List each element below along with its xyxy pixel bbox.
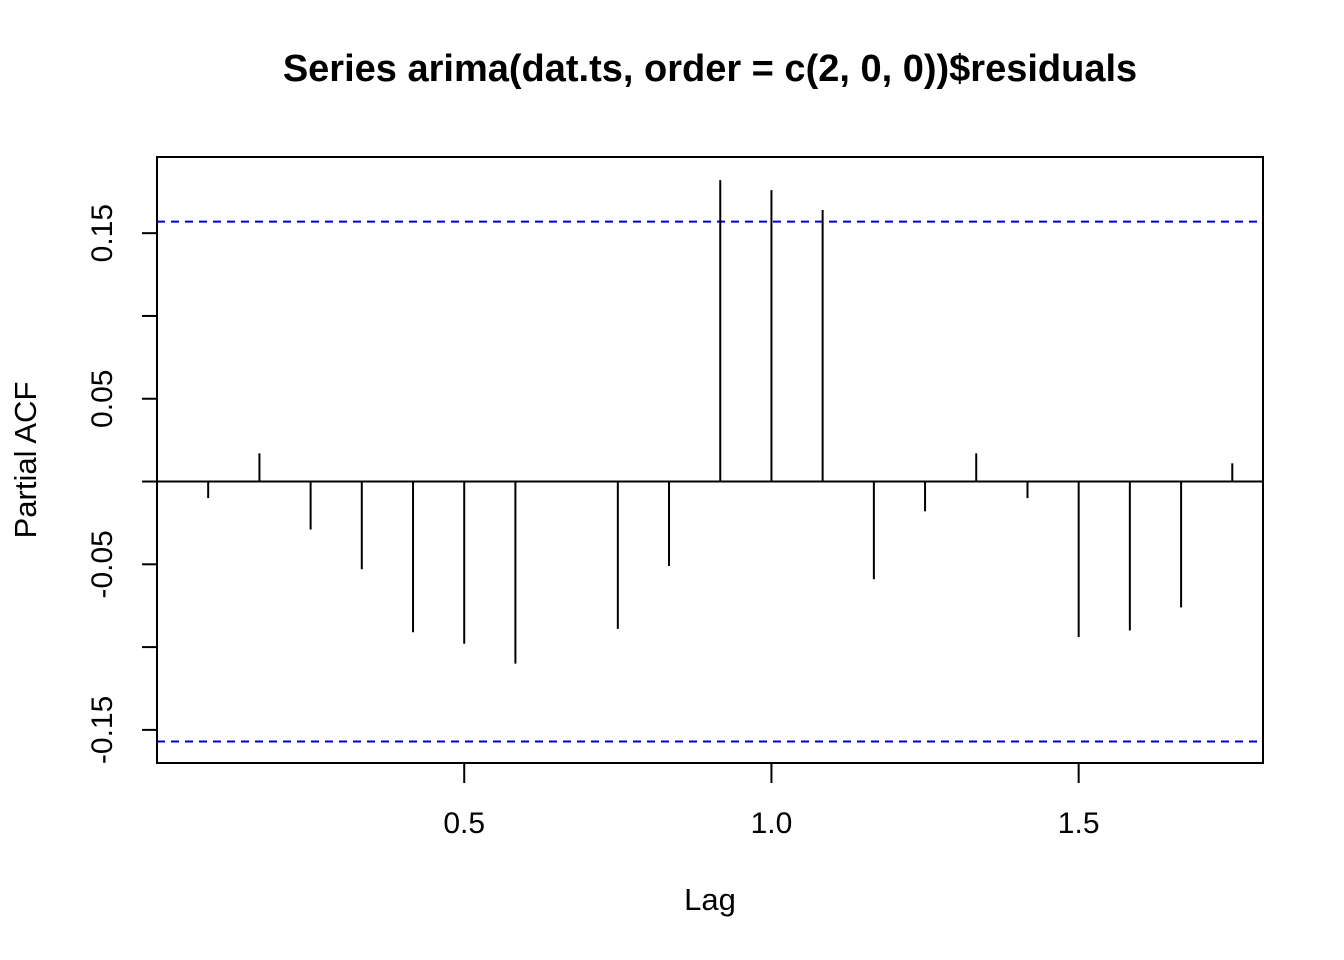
y-axis: -0.15 -0.05 0.05 0.15 [86,204,157,764]
chart-title: Series arima(dat.ts, order = c(2, 0, 0))… [283,48,1137,90]
y-axis-label: Partial ACF [8,382,43,539]
x-axis-label: Lag [684,882,736,917]
x-tick-label: 1.0 [751,807,793,840]
plot-frame [156,156,1264,764]
x-tick-label: 1.5 [1058,807,1100,840]
confidence-bounds [157,220,1263,743]
y-tick-label: -0.15 [86,696,119,764]
y-tick-label: 0.15 [86,204,119,262]
x-axis: 0.5 1.0 1.5 [443,763,1100,840]
pacf-spikes [207,180,1234,664]
y-tick-label: -0.05 [86,530,119,598]
x-tick-label: 0.5 [443,807,485,840]
y-tick-label: 0.05 [86,370,119,428]
